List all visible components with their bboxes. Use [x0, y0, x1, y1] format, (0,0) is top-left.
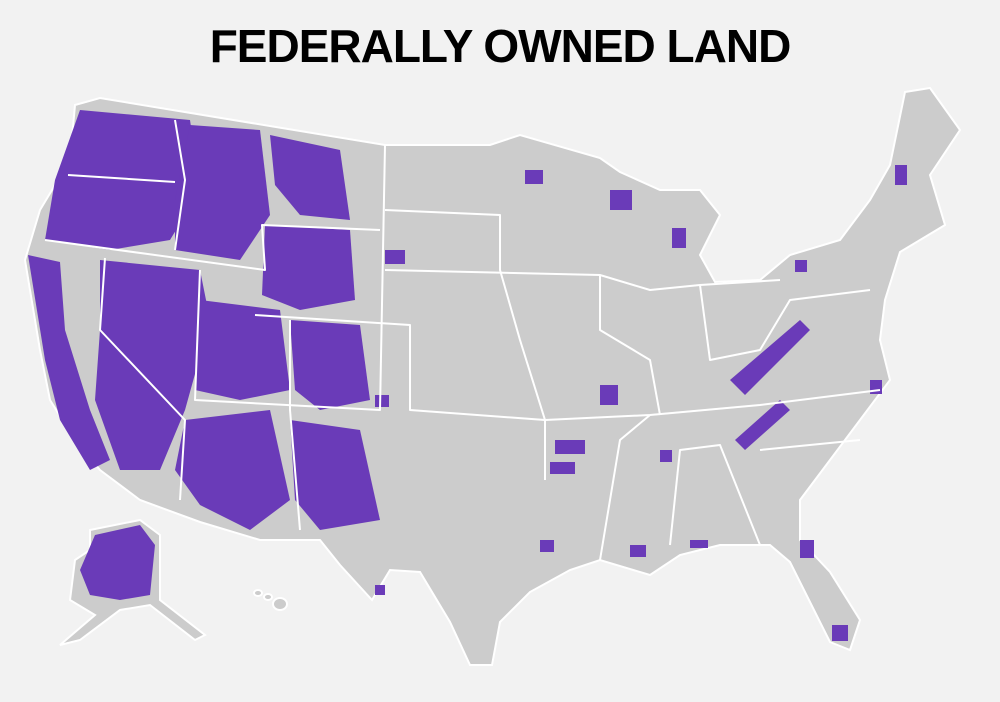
state-border: [254, 314, 546, 480]
federal-land: [195, 300, 290, 400]
federal-land: [832, 625, 848, 641]
hawaii-island: [263, 593, 273, 601]
federal-land: [895, 165, 907, 185]
hawaii: [253, 589, 288, 611]
federal-land: [95, 260, 210, 470]
state-border: [669, 444, 761, 546]
federal-land: [550, 462, 575, 474]
federal-land: [375, 395, 389, 407]
state-border: [599, 275, 661, 416]
federal-land: [555, 440, 585, 454]
federal-land: [80, 525, 155, 600]
state-border: [99, 257, 186, 501]
federal-land-patches: [375, 165, 907, 641]
state-border: [599, 414, 651, 561]
state-border: [174, 119, 186, 251]
federal-land: [735, 400, 790, 450]
federal-land: [730, 320, 810, 395]
federal-land: [540, 540, 554, 552]
state-border: [44, 224, 381, 271]
state-border: [67, 174, 176, 183]
state-border: [759, 439, 861, 451]
federal-land: [28, 255, 110, 470]
hawaii-island: [253, 589, 263, 597]
federal-land: [690, 540, 708, 548]
federal-land: [290, 420, 380, 530]
map-title: FEDERALLY OWNED LAND: [210, 20, 791, 72]
state-border: [544, 389, 881, 421]
federal-land: [610, 190, 632, 210]
federal-land: [525, 170, 543, 184]
state-border: [384, 269, 781, 291]
federal-land: [175, 125, 270, 260]
federal-land: [800, 540, 814, 558]
state-border: [699, 284, 871, 361]
federal-land: [270, 135, 350, 220]
federal-land: [672, 228, 686, 248]
federal-land: [630, 545, 646, 557]
federal-land: [385, 250, 405, 264]
federal-land: [795, 260, 807, 272]
federal-land: [290, 320, 370, 410]
federal-land: [660, 450, 672, 462]
state-border: [384, 209, 546, 421]
federal-land: [45, 110, 200, 250]
hawaii-island: [272, 597, 288, 611]
federal-land: [175, 410, 290, 530]
state-border: [289, 320, 301, 531]
federal-land: [600, 385, 618, 405]
state-borders: [44, 119, 881, 561]
federal-land: [375, 585, 385, 595]
state-border: [194, 144, 386, 411]
federal-land: [262, 225, 355, 310]
